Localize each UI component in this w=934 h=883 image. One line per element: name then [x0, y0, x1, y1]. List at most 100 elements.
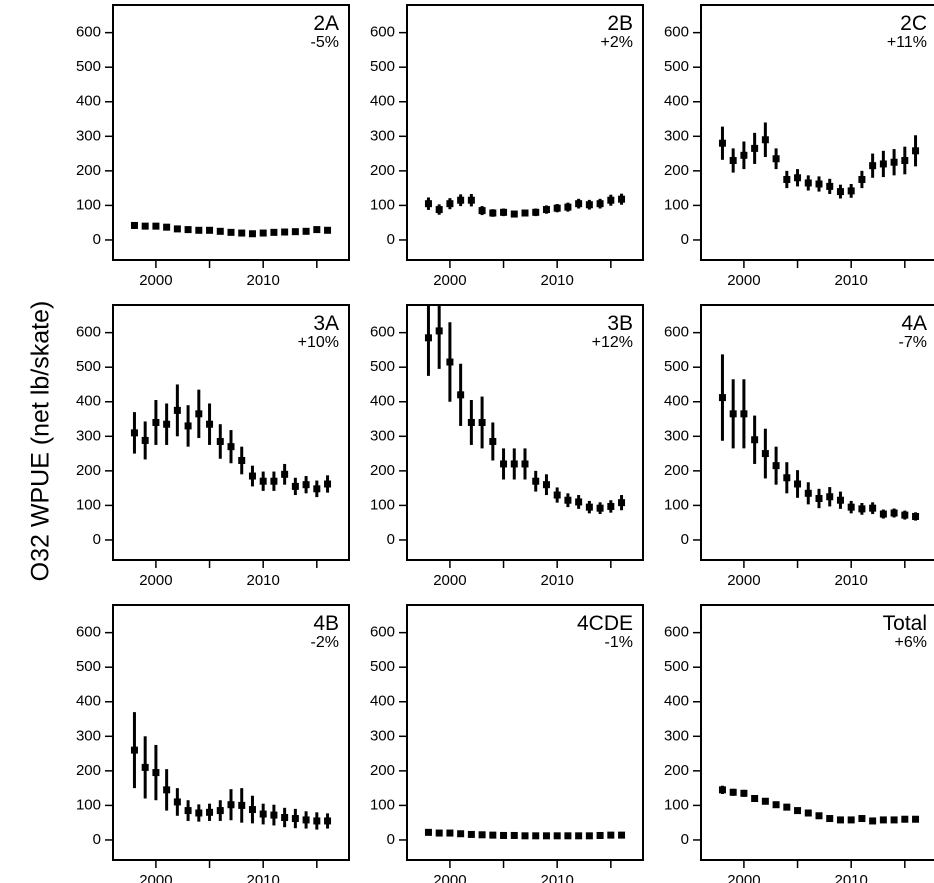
plot-area: [424, 305, 626, 515]
y-tick-label: 200: [370, 762, 395, 779]
panel: 0 100 200 300 400 500 600 2000 2010 4A-7%: [664, 304, 934, 589]
point: [248, 472, 256, 480]
x-tick-label: 2010: [540, 572, 573, 589]
x-tick-label: 2000: [727, 272, 760, 289]
point: [195, 809, 203, 817]
point: [607, 831, 615, 839]
point: [836, 188, 844, 196]
x-tick-label: 2000: [727, 572, 760, 589]
point: [532, 477, 540, 485]
point: [783, 803, 791, 811]
point: [141, 436, 149, 444]
point: [227, 801, 235, 809]
point: [173, 225, 181, 233]
plot-area: [718, 785, 920, 825]
panel-subtitle: +11%: [887, 34, 927, 51]
point: [510, 210, 518, 218]
point: [152, 769, 160, 777]
point: [901, 156, 909, 164]
point: [424, 200, 432, 208]
y-tick-label: 200: [76, 162, 101, 179]
point: [553, 204, 561, 212]
point: [858, 505, 866, 513]
y-tick-label: 100: [370, 496, 395, 513]
point: [313, 226, 321, 234]
point: [794, 174, 802, 182]
panel-frame: [406, 604, 644, 861]
point: [291, 482, 299, 490]
point: [869, 817, 877, 825]
y-tick-label: 100: [76, 196, 101, 213]
panel: 0 100 200 300 400 500 600 2000 2010 4B-2%: [76, 604, 350, 883]
x-tick-label: 2000: [433, 572, 466, 589]
point: [575, 200, 583, 208]
point: [457, 196, 465, 204]
point: [740, 151, 748, 159]
point: [291, 228, 299, 236]
point: [141, 222, 149, 230]
x-tick-label: 2010: [540, 272, 573, 289]
point: [836, 816, 844, 824]
point: [424, 334, 432, 342]
point: [435, 829, 443, 837]
point: [163, 420, 171, 428]
panel-subtitle: +10%: [298, 334, 339, 351]
point: [435, 206, 443, 214]
point: [478, 831, 486, 839]
y-tick-label: 100: [76, 496, 101, 513]
point: [718, 394, 726, 402]
point: [270, 811, 278, 819]
point: [729, 410, 737, 418]
y-tick-label: 100: [370, 196, 395, 213]
panel-frame: [700, 604, 934, 861]
point: [901, 815, 909, 823]
panel-title: 2B: [607, 12, 633, 35]
y-tick-label: 600: [76, 324, 101, 341]
panel-title: 4CDE: [577, 612, 633, 635]
y-tick-label: 600: [76, 624, 101, 641]
point: [761, 797, 769, 805]
point: [542, 481, 550, 489]
y-tick-label: 400: [664, 393, 689, 410]
point: [446, 829, 454, 837]
y-tick-label: 500: [664, 658, 689, 675]
point: [869, 162, 877, 170]
x-tick-label: 2000: [139, 272, 172, 289]
y-tick-label: 100: [664, 196, 689, 213]
point: [259, 810, 267, 818]
point: [457, 830, 465, 838]
point: [521, 832, 529, 840]
y-tick-label: 300: [664, 427, 689, 444]
point: [478, 207, 486, 215]
point: [847, 816, 855, 824]
point: [729, 156, 737, 164]
point: [804, 179, 812, 187]
point: [815, 180, 823, 188]
y-tick-label: 500: [76, 58, 101, 75]
panel: 0 100 200 300 400 500 600 2000 2010 2C+11%: [664, 4, 934, 289]
point: [324, 480, 332, 488]
point: [281, 470, 289, 478]
point: [324, 817, 332, 825]
y-tick-label: 100: [664, 496, 689, 513]
point: [291, 815, 299, 823]
point: [772, 801, 780, 809]
point: [206, 420, 214, 428]
point: [772, 155, 780, 163]
y-tick-label: 200: [664, 762, 689, 779]
point: [500, 460, 508, 468]
y-tick-label: 500: [76, 358, 101, 375]
y-tick-label: 600: [76, 24, 101, 41]
point: [794, 807, 802, 815]
point: [478, 418, 486, 426]
point: [163, 223, 171, 231]
x-tick-label: 2010: [246, 872, 279, 883]
point: [302, 227, 310, 235]
x-tick-label: 2010: [540, 872, 573, 883]
point: [302, 816, 310, 824]
y-tick-label: 500: [370, 358, 395, 375]
point: [718, 786, 726, 794]
point: [804, 489, 812, 497]
point: [585, 832, 593, 840]
point: [847, 187, 855, 195]
